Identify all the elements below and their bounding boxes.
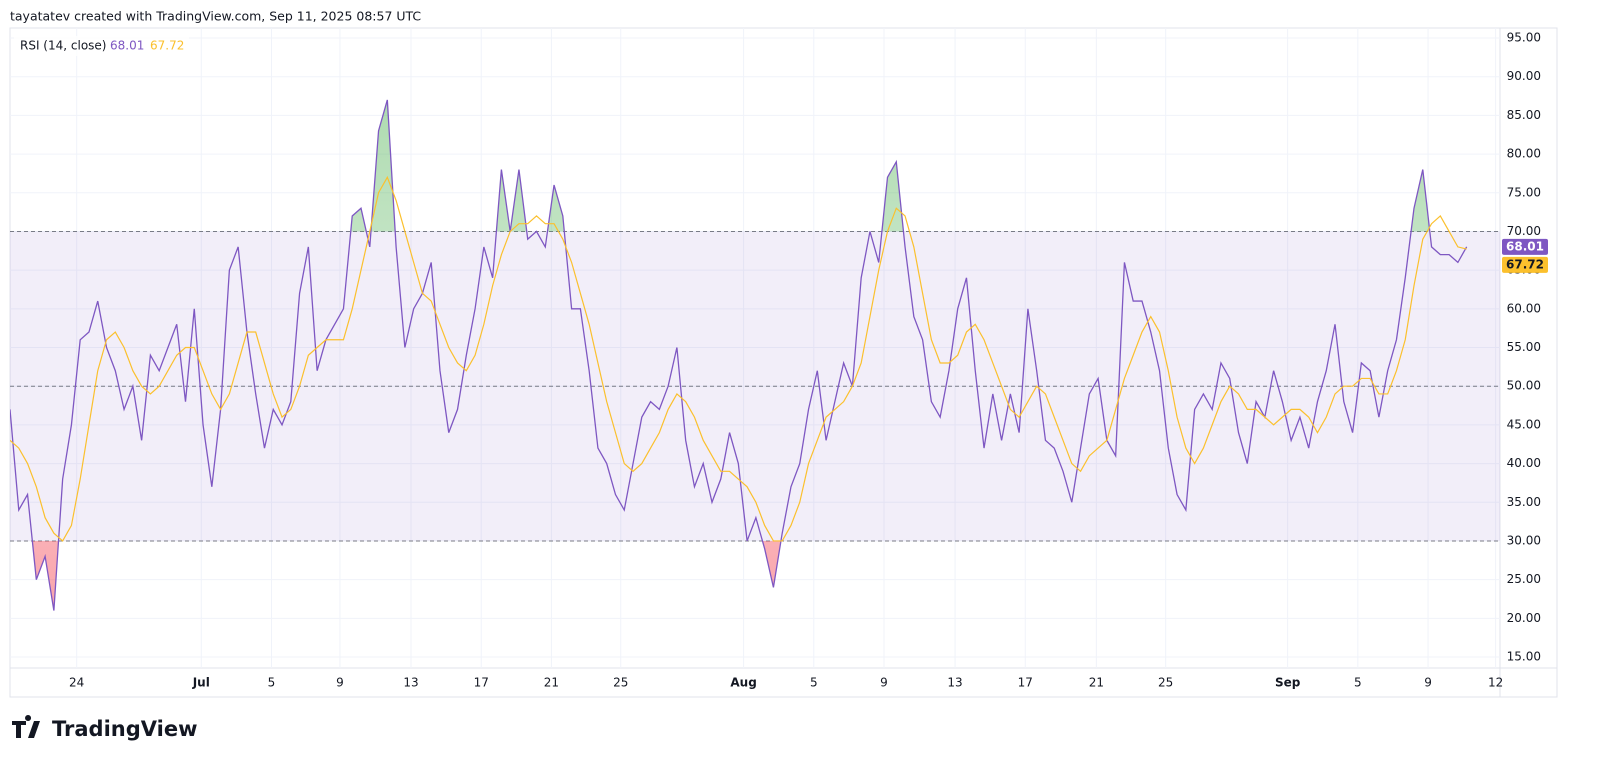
price-badge-label: 67.72 <box>1506 257 1544 271</box>
header: tayatatev created with TradingView.com, … <box>10 9 421 24</box>
y-tick-label: 80.00 <box>1507 147 1541 161</box>
y-tick-label: 15.00 <box>1507 650 1541 664</box>
x-tick-label: Jul <box>192 676 210 690</box>
price-badge <box>1502 256 1548 273</box>
x-tick-label: 17 <box>1018 676 1033 690</box>
legend-value: 68.01 <box>110 39 144 53</box>
x-tick-label: Aug <box>730 676 756 690</box>
y-tick-label: 40.00 <box>1507 456 1541 470</box>
y-tick-label: 20.00 <box>1507 611 1541 625</box>
y-tick-label: 95.00 <box>1507 31 1541 45</box>
y-tick-label: 60.00 <box>1507 301 1541 315</box>
y-tick-label: 70.00 <box>1507 224 1541 238</box>
x-tick-label: 25 <box>613 676 628 690</box>
price-badge-label: 68.01 <box>1506 239 1544 253</box>
x-tick-label: Sep <box>1275 676 1301 690</box>
x-tick-label: 9 <box>336 676 344 690</box>
y-tick-label: 30.00 <box>1507 533 1541 547</box>
y-tick-label: 50.00 <box>1507 379 1541 393</box>
legend-title: RSI (14, close) <box>20 39 106 53</box>
y-tick-label: 25.00 <box>1507 572 1541 586</box>
legend-value: 67.72 <box>150 39 184 53</box>
x-tick-label: 17 <box>474 676 489 690</box>
x-tick-label: 5 <box>810 676 818 690</box>
x-tick-label: 21 <box>1089 676 1104 690</box>
x-tick-label: 21 <box>544 676 559 690</box>
x-tick-label: 5 <box>1354 676 1362 690</box>
x-tick-label: 13 <box>947 676 962 690</box>
chart-frame <box>9 27 1558 698</box>
price-badge <box>1502 238 1548 255</box>
y-tick-label: 35.00 <box>1507 495 1541 509</box>
x-tick-label: 25 <box>1158 676 1173 690</box>
y-tick-label: 90.00 <box>1507 69 1541 83</box>
x-tick-label: 24 <box>69 676 84 690</box>
ma-line <box>10 175 1467 542</box>
x-tick-label: 5 <box>268 676 276 690</box>
x-tick-label: 9 <box>880 676 888 690</box>
y-tick-label: 85.00 <box>1507 108 1541 122</box>
rsi-line <box>10 99 1468 611</box>
logo-text: TradingView <box>52 717 197 741</box>
y-tick-label: 45.00 <box>1507 417 1541 431</box>
legend-bg <box>14 36 189 56</box>
y-tick-label: 55.00 <box>1507 340 1541 354</box>
y-tick-label: 75.00 <box>1507 185 1541 199</box>
x-tick-label: 9 <box>1424 676 1432 690</box>
x-tick-label: 13 <box>403 676 418 690</box>
x-tick-label: 12 <box>1488 676 1503 690</box>
overbought-fill <box>350 99 1430 232</box>
logo: TradingView <box>12 715 197 741</box>
logo-icon <box>12 715 40 738</box>
